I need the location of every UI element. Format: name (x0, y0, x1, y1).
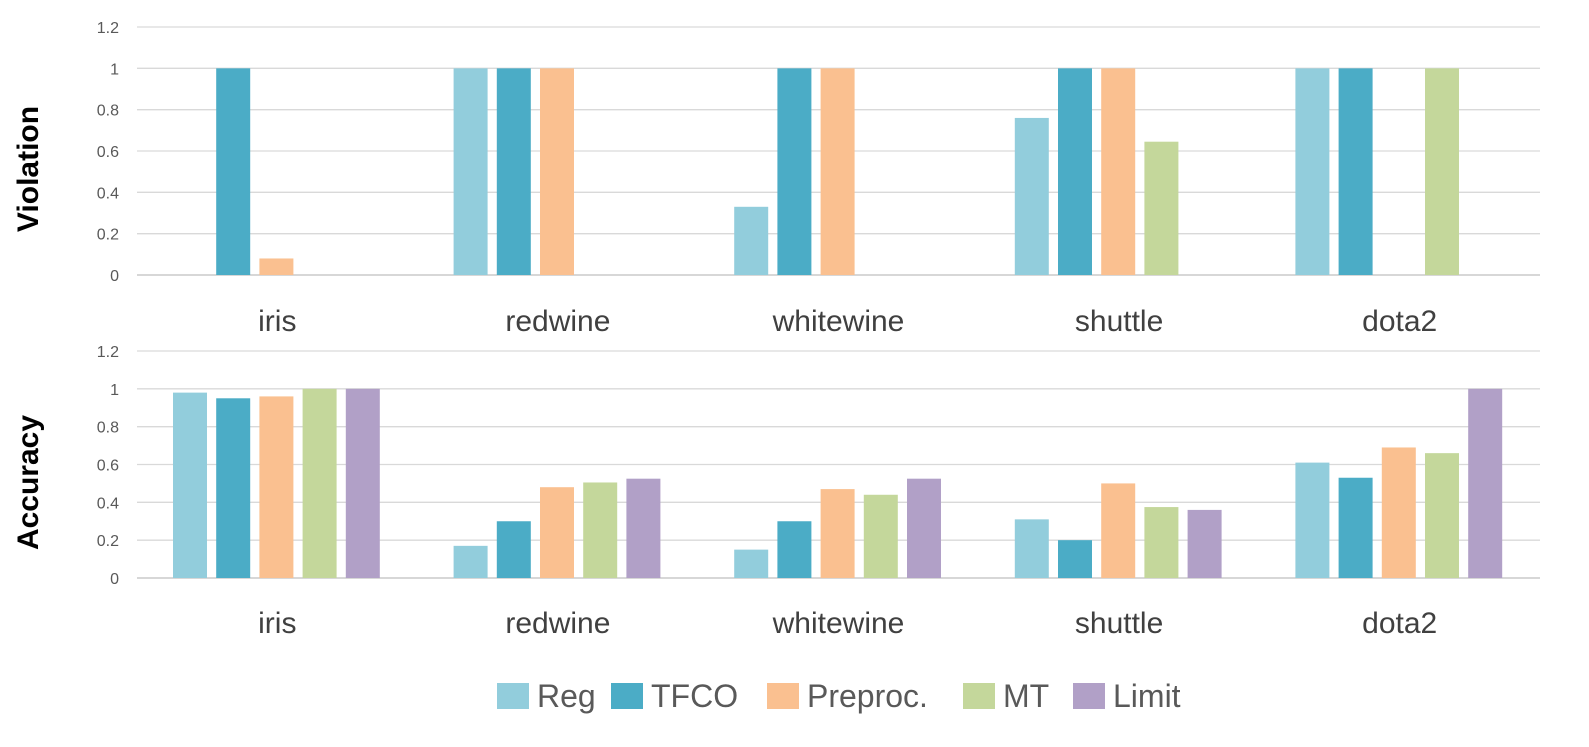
bar-reg-shuttle (1014, 117, 1049, 275)
bar-preproc-redwine (540, 68, 574, 275)
bar-preproc-iris (259, 258, 294, 275)
bar-reg-dota2 (1295, 462, 1330, 578)
y-tick-label: 1 (110, 382, 119, 399)
legend-label: Limit (1113, 678, 1181, 714)
panel-accuracy: 0 0.2 0.4 0.6 0.8 1 1.2 Accuracy iris redwine whit… (12, 344, 1540, 640)
x-category-label: whitewine (772, 607, 905, 640)
legend-label: Reg (537, 678, 596, 714)
bar-limit-iris (345, 388, 380, 578)
bar-preproc-iris (259, 396, 294, 578)
x-category-label: iris (258, 305, 296, 338)
legend-label: MT (1003, 678, 1049, 714)
bar-tfco-whitewine (777, 68, 812, 275)
y-tick-label: 1.2 (97, 344, 119, 361)
y-tick-label: 0.8 (97, 103, 119, 120)
x-category-label: dota2 (1362, 305, 1437, 338)
y-tick-label: 0.6 (97, 458, 119, 475)
x-category-label: redwine (505, 607, 610, 640)
legend-swatch-limit (1073, 683, 1105, 709)
bar-tfco-shuttle (1058, 68, 1092, 275)
y-tick-label: 0.4 (97, 495, 119, 512)
legend: Reg TFCO Preproc. MT Limit (497, 678, 1181, 714)
bar-tfco-iris (216, 68, 251, 275)
legend-swatch-preproc (767, 683, 799, 709)
x-category-label: shuttle (1075, 607, 1163, 640)
y-axis-label: Violation (12, 106, 45, 232)
y-axis-label: Accuracy (12, 415, 45, 550)
bar-reg-whitewine (734, 549, 769, 578)
bar-tfco-whitewine (777, 521, 812, 578)
x-category-label: shuttle (1075, 305, 1163, 338)
x-category-label: whitewine (772, 305, 905, 338)
bar-mt-iris (302, 388, 337, 578)
y-tick-label: 0.2 (97, 533, 119, 550)
bar-limit-redwine (626, 478, 661, 578)
x-category-label: redwine (505, 305, 610, 338)
bar-reg-whitewine (734, 206, 769, 275)
y-tick-label: 0 (110, 268, 119, 285)
bar-mt-dota2 (1425, 453, 1459, 578)
bar-mt-shuttle (1144, 507, 1179, 578)
x-category-label: iris (258, 607, 296, 640)
legend-swatch-mt (963, 683, 995, 709)
bar-preproc-shuttle (1101, 68, 1136, 275)
legend-label: Preproc. (807, 678, 928, 714)
legend-swatch-tfco (611, 683, 643, 709)
bar-tfco-dota2 (1338, 68, 1373, 275)
y-tick-label: 0.4 (97, 185, 119, 202)
bar-tfco-dota2 (1338, 477, 1373, 578)
bar-limit-dota2 (1468, 388, 1503, 578)
legend-label: TFCO (651, 678, 738, 714)
y-tick-label: 1 (110, 61, 119, 78)
bar-preproc-whitewine (820, 489, 855, 578)
bar-preproc-redwine (540, 487, 574, 578)
bar-limit-whitewine (907, 478, 941, 578)
bar-tfco-shuttle (1058, 540, 1092, 578)
bar-preproc-whitewine (820, 68, 855, 275)
bar-tfco-iris (216, 398, 251, 578)
bar-reg-shuttle (1014, 519, 1049, 578)
bar-reg-dota2 (1295, 68, 1330, 275)
bar-preproc-dota2 (1381, 447, 1416, 578)
bar-reg-iris (173, 392, 207, 578)
bar-mt-shuttle (1144, 141, 1179, 275)
panel-violation: 0 0.2 0.4 0.6 0.8 1 1.2 Violation iris redwine whi… (12, 20, 1540, 338)
bar-mt-redwine (583, 482, 618, 578)
y-tick-label: 0.2 (97, 227, 119, 244)
bar-limit-shuttle (1187, 509, 1222, 578)
y-tick-label: 1.2 (97, 20, 119, 37)
bar-mt-dota2 (1425, 68, 1459, 275)
bar-tfco-redwine (496, 521, 531, 578)
bar-preproc-shuttle (1101, 483, 1136, 578)
bar-tfco-redwine (496, 68, 531, 275)
x-category-label: dota2 (1362, 607, 1437, 640)
y-tick-label: 0.8 (97, 420, 119, 437)
legend-swatch-reg (497, 683, 529, 709)
bar-reg-redwine (453, 545, 488, 578)
y-tick-label: 0 (110, 571, 119, 588)
bar-reg-redwine (453, 68, 488, 275)
bar-mt-whitewine (863, 494, 898, 578)
y-tick-label: 0.6 (97, 144, 119, 161)
